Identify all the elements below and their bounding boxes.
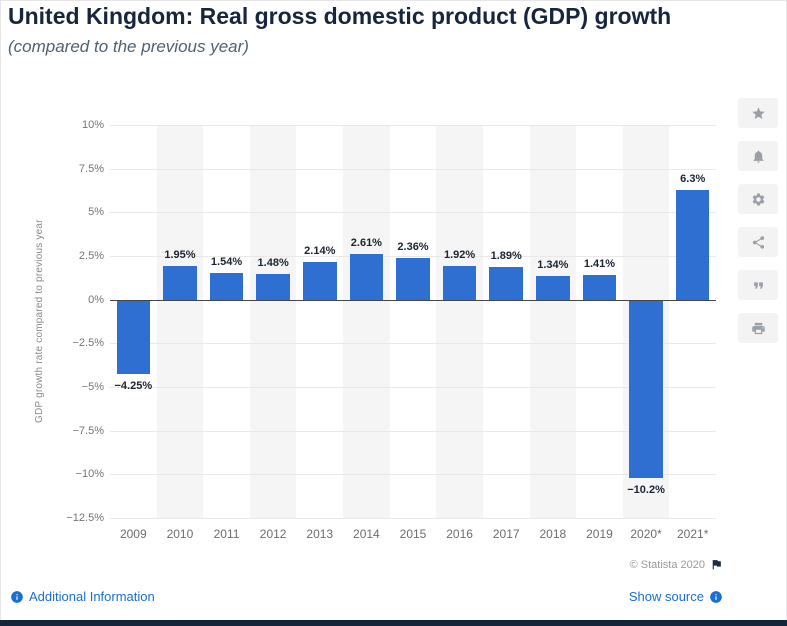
y-tick-label: 5% (88, 206, 104, 219)
copyright[interactable]: © Statista 2020 (630, 558, 723, 571)
bar-2017[interactable] (489, 266, 523, 300)
plot-area: −4.25% 1.95% 1.54% 1.48% 2.14% 2.61% 2.36% 1.92… (110, 125, 716, 519)
show-source-link[interactable]: Show source (629, 589, 723, 604)
gridline (110, 343, 716, 345)
y-tick-label: −5% (81, 380, 104, 393)
gear-button[interactable] (738, 184, 778, 214)
column-stripe (436, 125, 483, 518)
print-icon (751, 322, 765, 334)
additional-information-label: Additional Information (29, 589, 155, 604)
show-source-label: Show source (628, 589, 704, 604)
x-axis-label: 2009 (119, 527, 147, 541)
quote-button[interactable] (738, 270, 778, 300)
flag-icon (712, 560, 721, 570)
value-label: 1.95% (164, 248, 196, 261)
x-axis-label: 2014 (353, 527, 380, 541)
share-icon (752, 235, 764, 249)
y-axis-ticks: 10% 7.5% 5% 2.5% 0% −2.5% −5% −7.5% −10% −12.5% (50, 119, 105, 524)
value-label: −4.25% (114, 379, 153, 392)
y-tick-label: 0% (88, 293, 104, 306)
bar-2015[interactable] (396, 258, 430, 300)
bar-2016[interactable] (442, 266, 477, 300)
gridline (110, 386, 716, 388)
y-tick-label: −10% (75, 468, 104, 481)
value-label: 1.54% (210, 255, 243, 268)
value-label: 1.92% (444, 249, 476, 262)
x-axis-label: 2013 (306, 527, 334, 541)
bar-2018[interactable] (536, 276, 570, 300)
value-label: 1.89% (490, 249, 522, 262)
y-tick-label: 7.5% (78, 162, 104, 175)
bar-2014[interactable] (349, 254, 384, 300)
x-axis-labels: 2009 2010 2011 2012 2013 2014 2015 2016 2017 2018… (110, 527, 716, 543)
bar-2011[interactable] (209, 272, 244, 300)
x-axis-label: 2017 (492, 527, 520, 541)
print-button[interactable] (738, 313, 778, 343)
y-tick-label: 2.5% (78, 249, 104, 262)
value-label: 2.36% (397, 241, 429, 254)
x-axis-label: 2012 (259, 527, 287, 541)
gridline (110, 255, 716, 257)
value-label: 2.61% (350, 237, 382, 250)
info-icon (11, 590, 23, 603)
page-subtitle: (compared to the previous year) (8, 37, 249, 56)
copyright-text: © Statista 2020 (629, 558, 705, 571)
gridline (110, 430, 716, 432)
quote-icon (753, 281, 763, 289)
page-title: United Kingdom: Real gross domestic prod… (8, 3, 672, 29)
gridline (110, 212, 716, 214)
column-stripe (343, 125, 390, 518)
bar-2020*[interactable] (629, 299, 663, 478)
value-label: 1.34% (537, 259, 569, 272)
gridline (110, 474, 716, 476)
bar-2021*[interactable] (675, 189, 710, 300)
gridline (110, 168, 716, 170)
x-axis-label: 2021* (677, 527, 709, 541)
x-axis-label: 2011 (213, 527, 240, 541)
gridline (110, 125, 716, 126)
bar-2013[interactable] (302, 262, 337, 300)
bottom-bar (0, 620, 787, 626)
bar-2019[interactable] (582, 275, 617, 300)
value-label: 6.3% (680, 172, 706, 185)
bell-button[interactable] (738, 141, 778, 171)
y-axis-title: GDP growth rate compared to previous yea… (34, 219, 45, 424)
zero-line (110, 299, 716, 301)
y-tick-label: −7.5% (72, 424, 105, 437)
x-axis-label: 2010 (166, 527, 194, 541)
icon-rail (738, 98, 778, 343)
y-tick-label: −2.5% (72, 337, 105, 350)
star-icon (751, 106, 765, 119)
additional-information-link[interactable]: Additional Information (10, 589, 155, 604)
value-label: −10.2% (627, 483, 665, 496)
x-axis-label: 2020* (630, 527, 662, 541)
y-tick-label: 10% (81, 119, 104, 131)
column-stripe (156, 125, 204, 518)
gridline (110, 518, 716, 519)
y-tick-label: −12.5% (66, 512, 104, 524)
x-axis-label: 2015 (399, 527, 427, 541)
column-stripe (529, 125, 577, 518)
bar-2009[interactable] (116, 299, 151, 374)
star-button[interactable] (738, 98, 778, 128)
info-icon (710, 590, 722, 603)
bar-2010[interactable] (163, 265, 197, 300)
gear-icon (752, 193, 764, 205)
x-axis-label: 2019 (586, 527, 613, 541)
share-button[interactable] (738, 227, 778, 257)
bar-2012[interactable] (256, 273, 290, 300)
value-label: 2.14% (304, 245, 336, 258)
value-label: 1.48% (257, 256, 289, 269)
value-label: 1.41% (583, 258, 616, 271)
bell-icon (753, 150, 763, 163)
x-axis-label: 2018 (539, 527, 567, 541)
column-stripe (249, 125, 297, 518)
x-axis-label: 2016 (446, 527, 473, 541)
